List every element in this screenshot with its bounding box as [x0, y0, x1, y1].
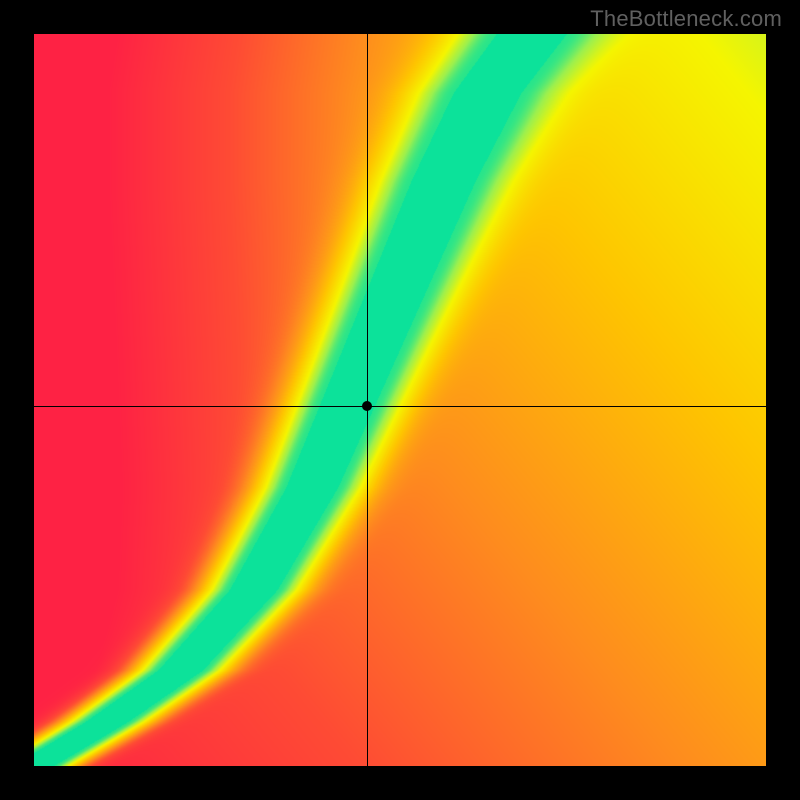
plot-area [34, 34, 766, 766]
crosshair-marker [362, 401, 372, 411]
watermark-text: TheBottleneck.com [590, 6, 782, 32]
chart-container: TheBottleneck.com [0, 0, 800, 800]
heatmap-canvas [34, 34, 766, 766]
crosshair-horizontal [34, 406, 766, 407]
